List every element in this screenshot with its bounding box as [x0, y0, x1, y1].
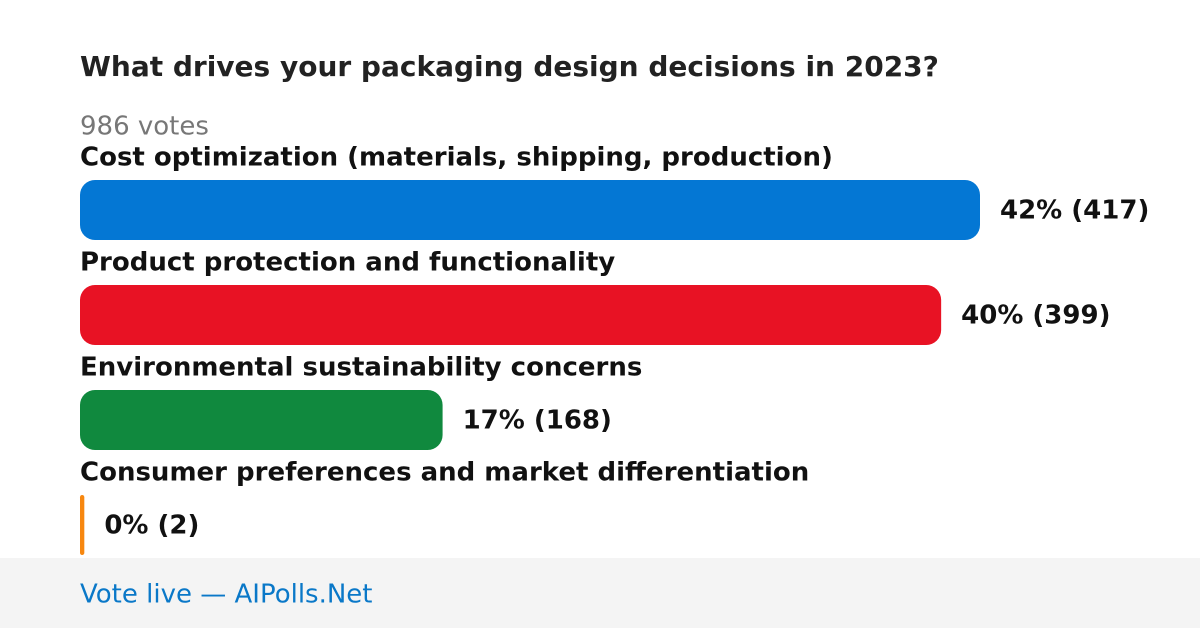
option-label: Cost optimization (materials, shipping, …: [80, 143, 833, 173]
bar: [80, 180, 980, 240]
footer-link[interactable]: Vote live — AIPolls.Net: [80, 580, 373, 610]
bar: [80, 495, 85, 555]
footer-band: [0, 558, 1200, 628]
option-label: Environmental sustainability concerns: [80, 353, 642, 383]
value-label: 0% (2): [104, 511, 199, 541]
bar: [80, 285, 942, 345]
value-label: 42% (417): [1000, 196, 1149, 226]
bar: [80, 390, 443, 450]
value-label: 17% (168): [463, 406, 612, 436]
option-label: Consumer preferences and market differen…: [80, 458, 809, 488]
vote-count: 986 votes: [80, 112, 209, 142]
chart-title: What drives your packaging design decisi…: [80, 50, 939, 83]
option-label: Product protection and functionality: [80, 248, 615, 278]
value-label: 40% (399): [961, 301, 1110, 331]
